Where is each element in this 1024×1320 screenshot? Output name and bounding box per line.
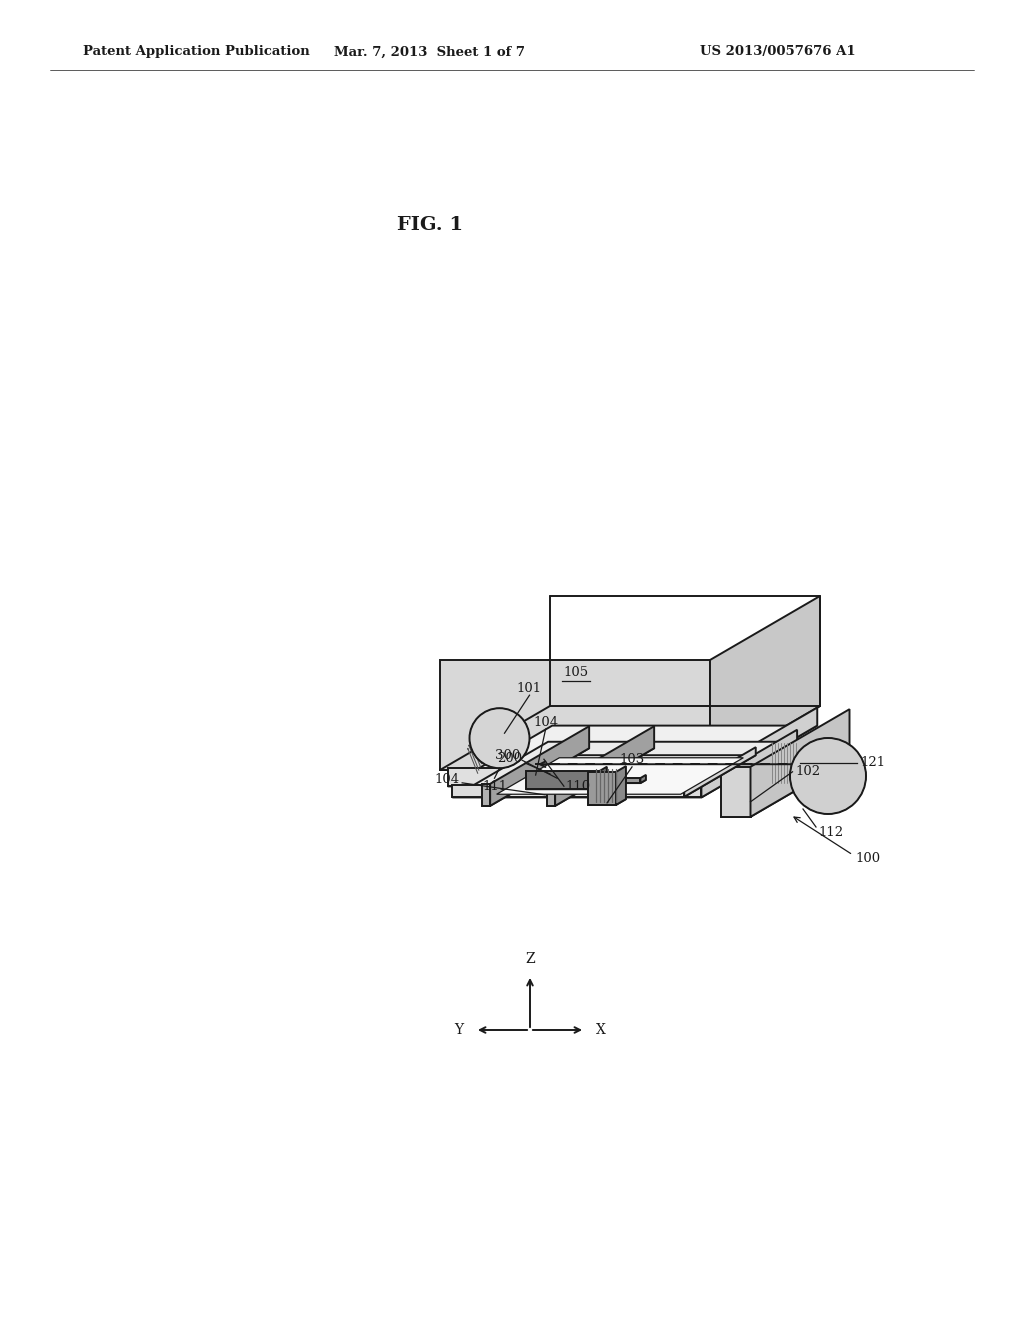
Text: US 2013/0057676 A1: US 2013/0057676 A1 — [700, 45, 856, 58]
Polygon shape — [547, 784, 555, 805]
Polygon shape — [751, 709, 850, 817]
Text: 200: 200 — [498, 751, 522, 764]
Text: 104: 104 — [434, 774, 460, 787]
Circle shape — [796, 743, 860, 809]
Text: FIG. 1: FIG. 1 — [397, 216, 463, 234]
Polygon shape — [497, 758, 743, 795]
Text: Z: Z — [525, 952, 535, 966]
Polygon shape — [484, 789, 684, 797]
Polygon shape — [701, 730, 797, 797]
Polygon shape — [547, 748, 654, 805]
Polygon shape — [721, 759, 850, 817]
Text: 110: 110 — [566, 780, 591, 793]
Circle shape — [806, 754, 850, 797]
Polygon shape — [627, 777, 640, 783]
Polygon shape — [482, 784, 490, 805]
Circle shape — [812, 760, 844, 792]
Polygon shape — [713, 708, 817, 787]
Circle shape — [487, 726, 512, 750]
Text: 300: 300 — [495, 748, 520, 762]
Polygon shape — [440, 706, 820, 770]
Text: 105: 105 — [563, 665, 589, 678]
Polygon shape — [588, 772, 616, 805]
Text: 112: 112 — [818, 825, 843, 838]
Polygon shape — [710, 597, 820, 770]
Text: 101: 101 — [517, 681, 542, 694]
Text: 100: 100 — [855, 851, 880, 865]
Circle shape — [817, 766, 839, 787]
Polygon shape — [453, 742, 797, 797]
Text: 104: 104 — [534, 715, 558, 729]
Text: 103: 103 — [620, 754, 645, 767]
Polygon shape — [721, 767, 751, 817]
Circle shape — [801, 748, 855, 803]
Polygon shape — [627, 780, 646, 783]
Polygon shape — [447, 726, 817, 787]
Circle shape — [475, 714, 523, 762]
Polygon shape — [599, 767, 607, 789]
Circle shape — [469, 709, 529, 768]
Polygon shape — [482, 748, 589, 805]
Polygon shape — [490, 726, 589, 805]
Polygon shape — [453, 785, 701, 797]
Text: 121: 121 — [860, 756, 885, 770]
Circle shape — [790, 738, 866, 814]
Polygon shape — [447, 768, 713, 787]
Polygon shape — [684, 747, 756, 797]
Text: 102: 102 — [796, 766, 820, 779]
Text: Patent Application Publication: Patent Application Publication — [83, 45, 309, 58]
Polygon shape — [526, 785, 607, 789]
Text: X: X — [596, 1023, 606, 1038]
Polygon shape — [440, 660, 710, 770]
Polygon shape — [588, 799, 626, 805]
Circle shape — [494, 733, 506, 744]
Circle shape — [822, 771, 834, 781]
Polygon shape — [526, 771, 599, 789]
Text: 111: 111 — [482, 780, 507, 793]
Text: Y: Y — [455, 1023, 464, 1038]
Polygon shape — [555, 726, 654, 805]
Text: Mar. 7, 2013  Sheet 1 of 7: Mar. 7, 2013 Sheet 1 of 7 — [335, 45, 525, 58]
Polygon shape — [484, 755, 756, 797]
Polygon shape — [640, 775, 646, 783]
Polygon shape — [616, 766, 626, 805]
Circle shape — [481, 721, 517, 756]
